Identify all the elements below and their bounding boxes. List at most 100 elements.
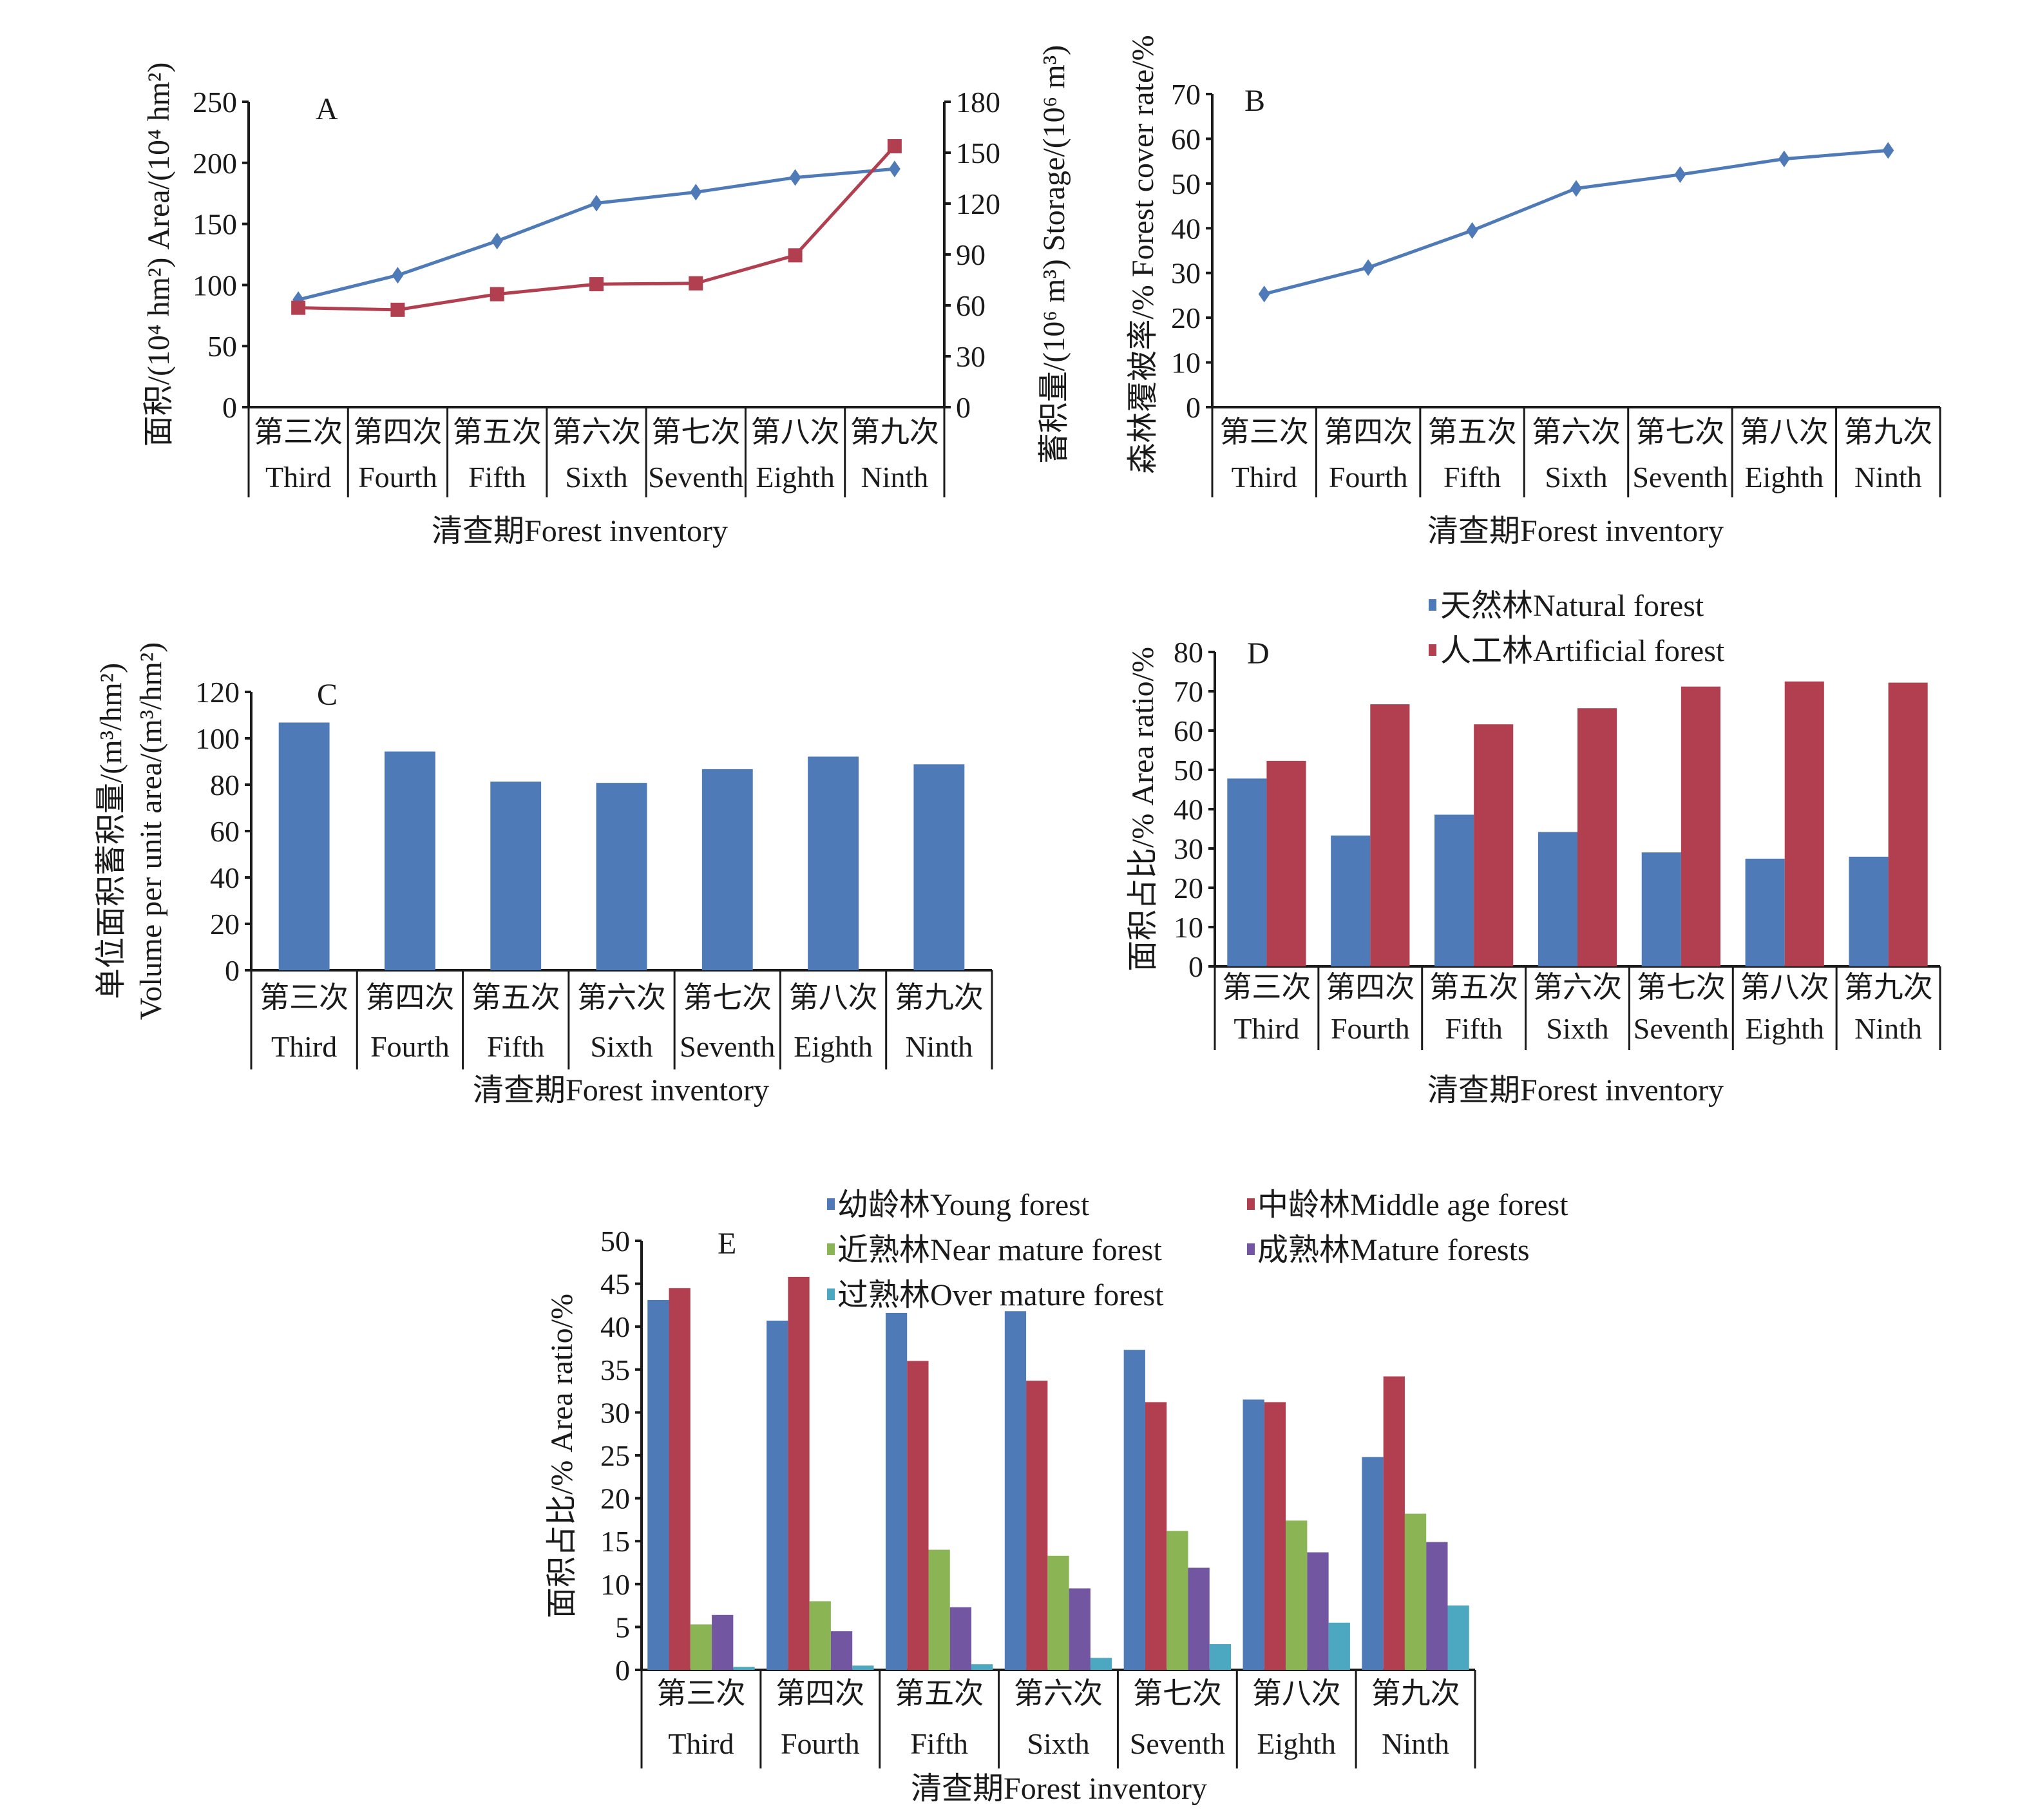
y-tick-label-d: 60 (1174, 714, 1203, 747)
y-tick-label-e: 0 (615, 1654, 630, 1687)
x-tick-label-en-b: Third (1232, 461, 1297, 493)
data-point-diamond (1362, 259, 1375, 276)
y-tick-label-c: 120 (195, 676, 240, 709)
data-point-diamond (789, 169, 801, 186)
x-tick-label-en-d: Ninth (1854, 1012, 1922, 1045)
y-tick-label-e: 20 (600, 1482, 630, 1515)
bar-e-series-3 (1307, 1552, 1329, 1670)
legend-label-middle: 中龄林Middle age forest (1257, 1188, 1568, 1222)
bar-d-series-1 (1266, 760, 1306, 966)
legend-label-young: 幼龄林Young forest (837, 1188, 1090, 1222)
panel-label-b: B (1244, 84, 1265, 118)
data-point-diamond (1882, 142, 1894, 159)
legend-swatch-mature (1247, 1243, 1255, 1255)
y2-tick-label-a: 60 (956, 289, 986, 322)
y2-tick-label-a: 120 (956, 187, 1000, 220)
x-tick-label-cn-d: 第六次 (1533, 971, 1622, 1004)
bar-d-series-1 (1577, 708, 1617, 966)
bar-c-series-0 (808, 756, 859, 970)
x-tick-label-cn-d: 第四次 (1326, 971, 1415, 1004)
x-tick-label-en-d: Eighth (1745, 1012, 1824, 1045)
x-axis-title-d: 清查期Forest inventory (1427, 1073, 1724, 1107)
x-tick-label-cn-e: 第七次 (1133, 1677, 1222, 1710)
legend-swatch-over-mature (827, 1288, 835, 1300)
data-point-square (689, 276, 703, 291)
y-tick-label-d: 20 (1174, 872, 1203, 905)
x-tick-label-en-d: Third (1234, 1012, 1299, 1045)
y-tick-label-b: 70 (1171, 78, 1201, 111)
legend-swatch-near-mature (827, 1243, 835, 1255)
x-tick-label-en-a: Fourth (358, 461, 437, 493)
x-tick-label-en-a: Eighth (756, 461, 835, 493)
y-tick-label-d: 0 (1188, 950, 1203, 983)
bar-d-series-0 (1849, 856, 1889, 966)
bar-d-series-1 (1784, 681, 1824, 966)
bar-d-series-1 (1474, 724, 1514, 966)
x-tick-label-cn-e: 第八次 (1252, 1677, 1341, 1710)
legend-label-near-mature: 近熟林Near mature forest (837, 1233, 1162, 1267)
bar-e-series-4 (1328, 1622, 1350, 1670)
y2-tick-label-a: 90 (956, 238, 986, 271)
y-tick-label-e: 15 (600, 1525, 630, 1558)
chart-panel-c: C 清查期Forest inventory 单位面积蓄积量/(m³/hm²) V… (94, 642, 993, 1107)
y-tick-label-d: 70 (1174, 675, 1203, 708)
x-tick-label-en-e: Fifth (910, 1727, 967, 1760)
bar-d-series-0 (1538, 832, 1577, 966)
panel-label-e: E (718, 1227, 736, 1261)
x-tick-label-en-d: Fifth (1445, 1012, 1502, 1045)
y-tick-label-c: 20 (210, 908, 240, 941)
x-axis-title-e: 清查期Forest inventory (911, 1772, 1207, 1806)
data-point-diamond (591, 195, 602, 212)
y-axis-title-c-en: Volume per unit area/(m³/hm²) (134, 642, 168, 1020)
data-point-square (788, 248, 803, 263)
y-tick-label-a: 50 (207, 330, 237, 363)
bar-e-series-0 (1004, 1311, 1027, 1670)
x-tick-label-cn-c: 第三次 (260, 981, 348, 1014)
y-tick-label-e: 45 (600, 1268, 630, 1301)
x-tick-label-en-a: Ninth (861, 461, 928, 493)
bar-e-series-1 (1026, 1381, 1048, 1670)
legend-swatch-natural (1429, 599, 1436, 611)
y-tick-label-c: 80 (210, 769, 240, 801)
legend-swatch-artificial (1429, 644, 1436, 656)
bar-c-series-0 (385, 751, 435, 970)
bar-e-series-0 (1123, 1350, 1145, 1670)
x-tick-label-cn-c: 第七次 (683, 981, 772, 1014)
bar-e-series-3 (712, 1614, 734, 1670)
x-tick-label-en-e: Eighth (1257, 1727, 1336, 1760)
bar-e-series-0 (767, 1320, 788, 1670)
x-tick-label-en-a: Sixth (565, 461, 627, 493)
x-tick-label-cn-b: 第六次 (1532, 416, 1621, 448)
bar-e-series-2 (690, 1624, 712, 1670)
chart-panel-a: A 清查期Forest inventory 面积/(10⁴ hm²) Area/… (142, 45, 1071, 548)
x-tick-label-cn-b: 第三次 (1220, 416, 1309, 448)
legend-e: 幼龄林Young forest 中龄林Middle age forest 近熟林… (827, 1188, 1568, 1312)
y-tick-label-a: 150 (193, 208, 237, 241)
data-point-square (887, 139, 902, 153)
y-tick-label-e: 50 (600, 1225, 630, 1258)
x-tick-label-cn-d: 第五次 (1429, 971, 1518, 1004)
x-tick-label-en-a: Seventh (648, 461, 743, 493)
bar-e-series-3 (830, 1631, 853, 1670)
y2-tick-label-a: 180 (956, 86, 1000, 119)
bar-e-series-3 (1069, 1588, 1091, 1670)
panel-label-d: D (1247, 637, 1270, 671)
x-tick-label-en-c: Fifth (487, 1030, 544, 1063)
x-tick-label-cn-b: 第四次 (1324, 416, 1413, 448)
y-tick-label-c: 0 (225, 954, 240, 987)
x-tick-label-en-c: Fourth (370, 1030, 450, 1063)
x-tick-label-cn-d: 第八次 (1740, 971, 1829, 1004)
panel-label-a: A (316, 92, 338, 126)
bar-e-series-2 (1404, 1513, 1427, 1670)
y-tick-label-a: 0 (222, 391, 237, 424)
bar-d-series-0 (1641, 852, 1681, 966)
bar-d-series-0 (1745, 858, 1785, 966)
legend-label-artificial: 人工林Artificial forest (1440, 634, 1725, 668)
data-point-diamond (491, 233, 503, 250)
bar-e-series-1 (907, 1361, 929, 1670)
y-tick-label-e: 30 (600, 1396, 630, 1429)
x-tick-label-en-e: Third (668, 1727, 734, 1760)
bar-e-series-2 (809, 1601, 831, 1670)
x-tick-label-cn-e: 第四次 (776, 1677, 864, 1710)
